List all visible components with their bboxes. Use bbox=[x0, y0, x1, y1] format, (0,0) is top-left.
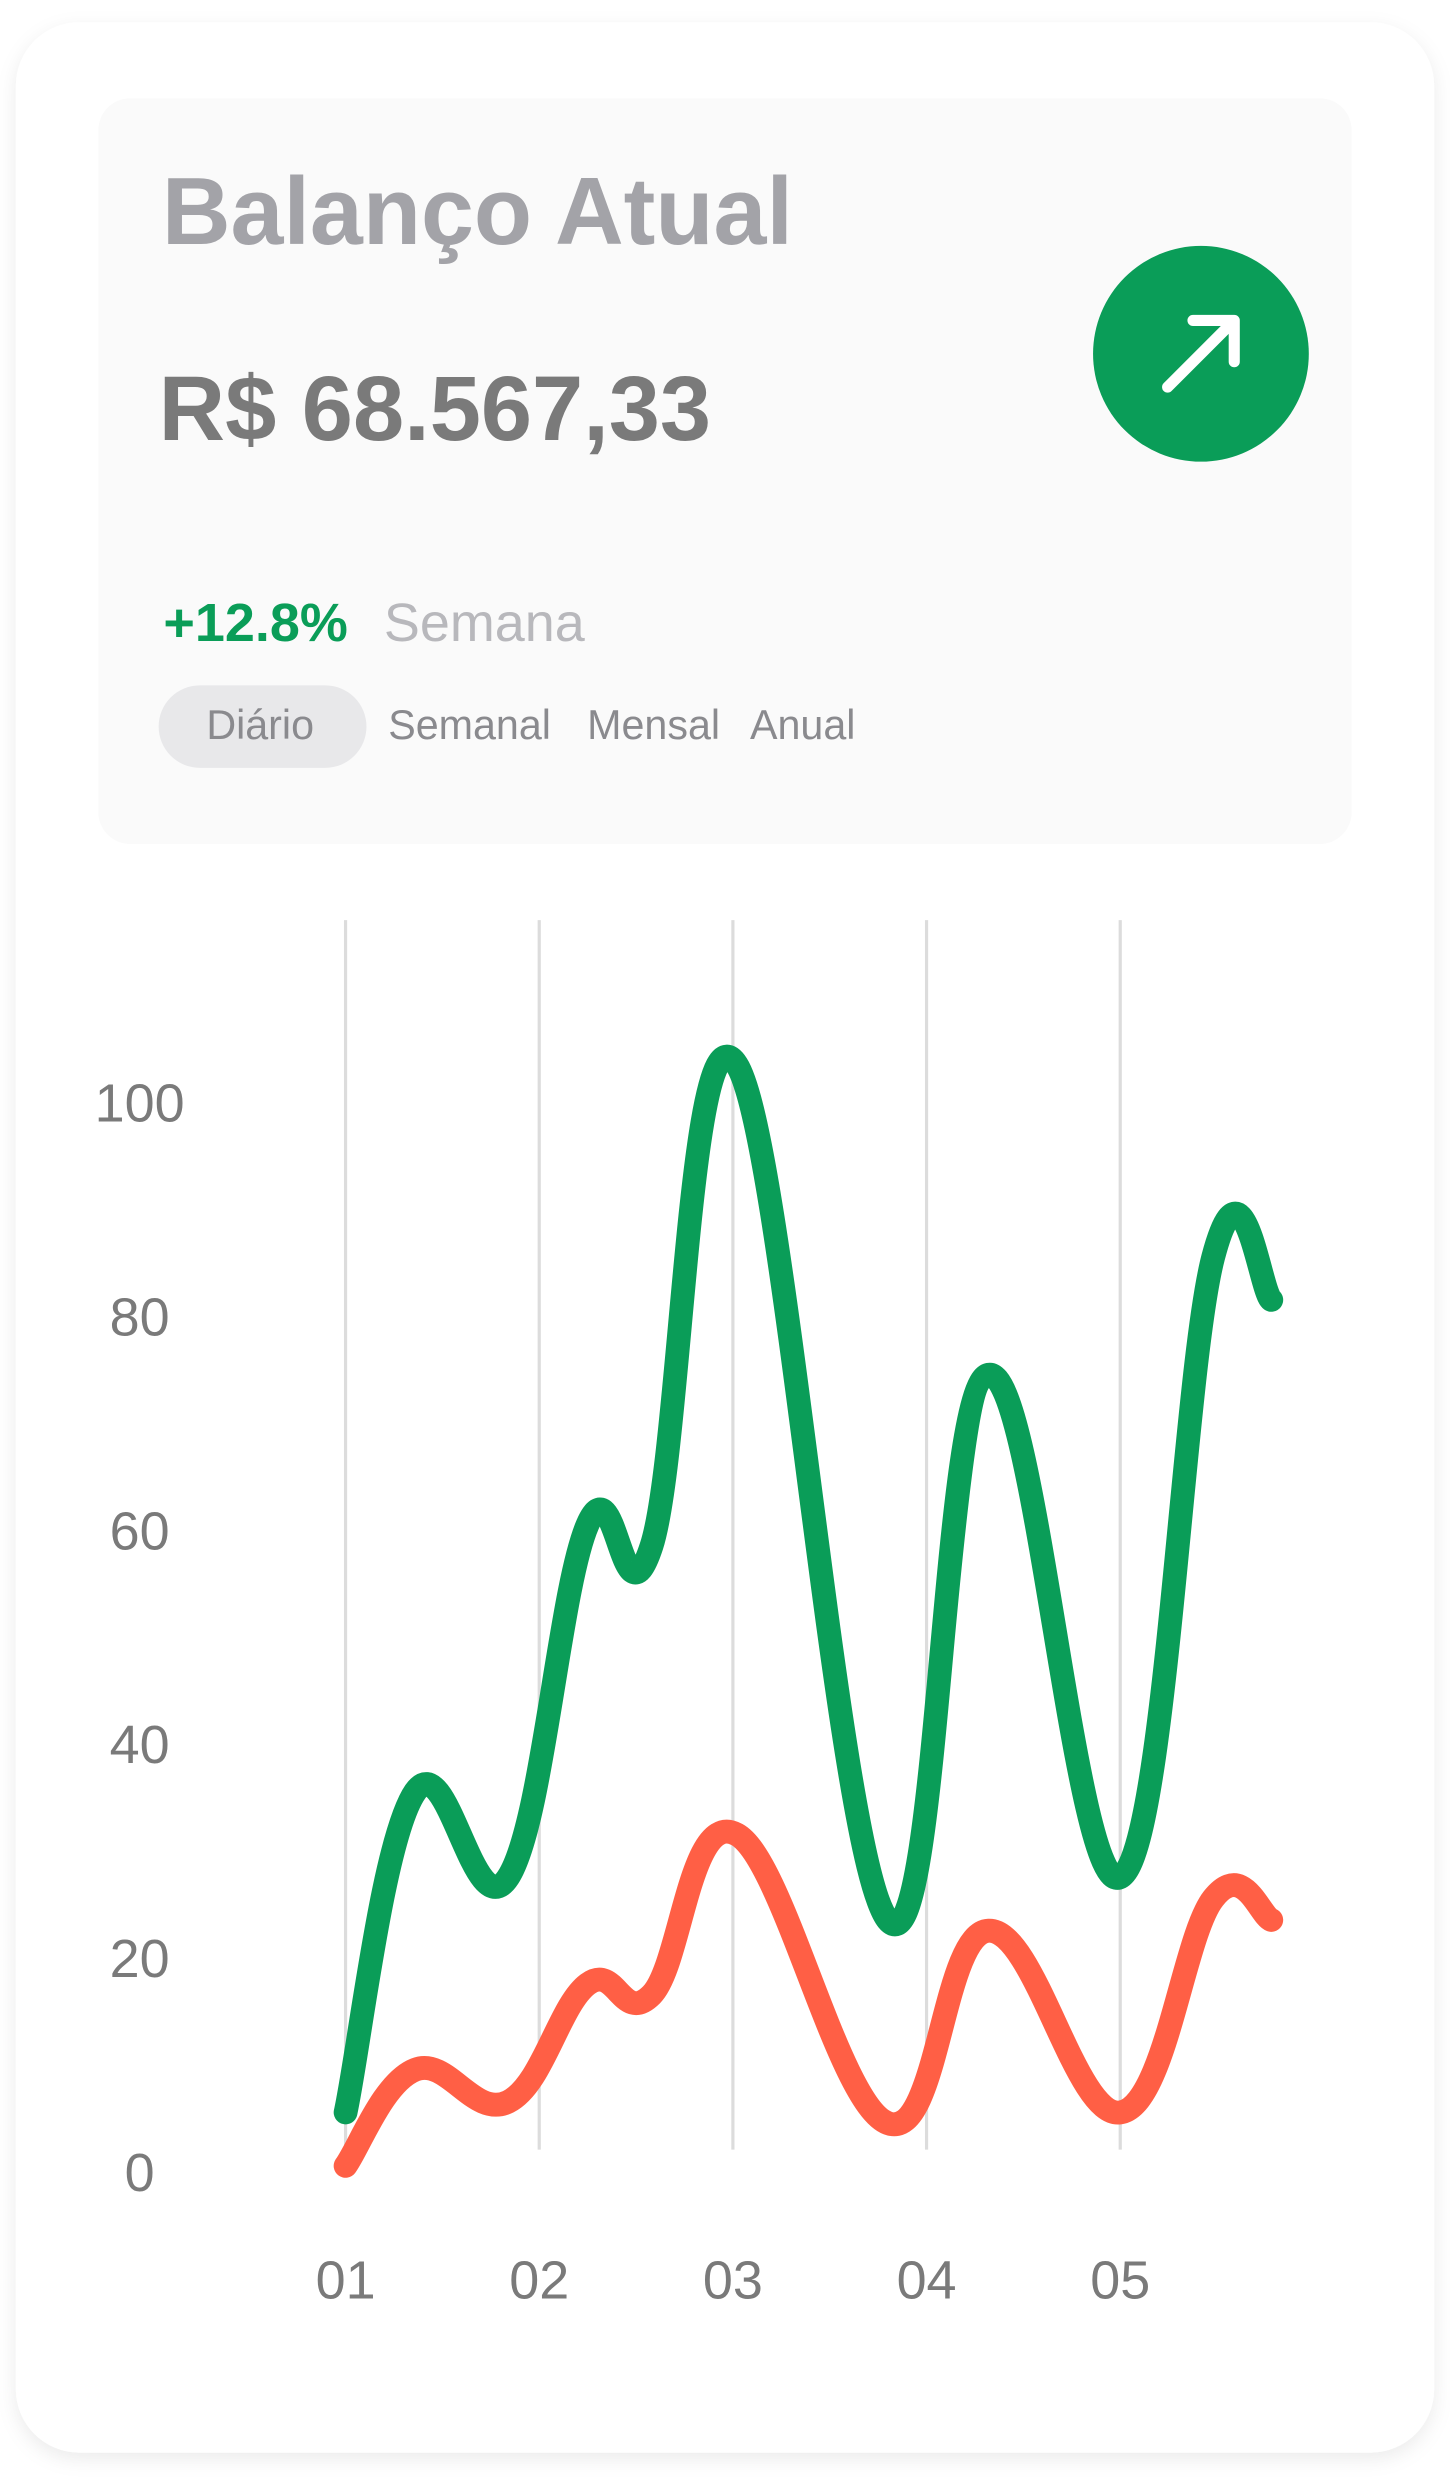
series-line bbox=[333, 1819, 1284, 2178]
tab[interactable]: Diário bbox=[158, 685, 367, 768]
tab[interactable]: Anual bbox=[750, 702, 855, 748]
tab-label[interactable]: Diário bbox=[206, 702, 314, 748]
y-tick-label: 40 bbox=[110, 1715, 170, 1775]
tab[interactable]: Mensal bbox=[587, 702, 720, 748]
x-tick-label: 02 bbox=[509, 2251, 569, 2311]
y-tick-label: 20 bbox=[110, 1929, 170, 1989]
tab-label[interactable]: Semanal bbox=[388, 702, 551, 748]
change: +12.8% bbox=[163, 593, 347, 653]
trend-button[interactable] bbox=[1093, 245, 1309, 462]
header-panel bbox=[98, 98, 1352, 844]
x-tick-label: 03 bbox=[703, 2251, 763, 2311]
y-tick-label: 60 bbox=[110, 1501, 170, 1561]
tab-label[interactable]: Mensal bbox=[587, 702, 720, 748]
tab[interactable]: Semanal bbox=[388, 702, 551, 748]
tab-active-bg[interactable] bbox=[158, 685, 367, 768]
y-tick-label: 80 bbox=[110, 1288, 170, 1348]
y-tick-label: 100 bbox=[95, 1074, 185, 1134]
x-tick-label: 05 bbox=[1090, 2251, 1150, 2311]
title: Balanço Atual bbox=[162, 159, 793, 265]
y-tick-label: 0 bbox=[125, 2143, 155, 2203]
period: Semana bbox=[384, 593, 585, 653]
arrow-icon bbox=[1162, 314, 1240, 393]
x-tick-label: 04 bbox=[897, 2251, 957, 2311]
tab-label[interactable]: Anual bbox=[750, 702, 855, 748]
amount: R$ 68.567,33 bbox=[159, 358, 711, 460]
series-line bbox=[333, 1044, 1284, 2125]
x-tick-label: 01 bbox=[316, 2251, 376, 2311]
